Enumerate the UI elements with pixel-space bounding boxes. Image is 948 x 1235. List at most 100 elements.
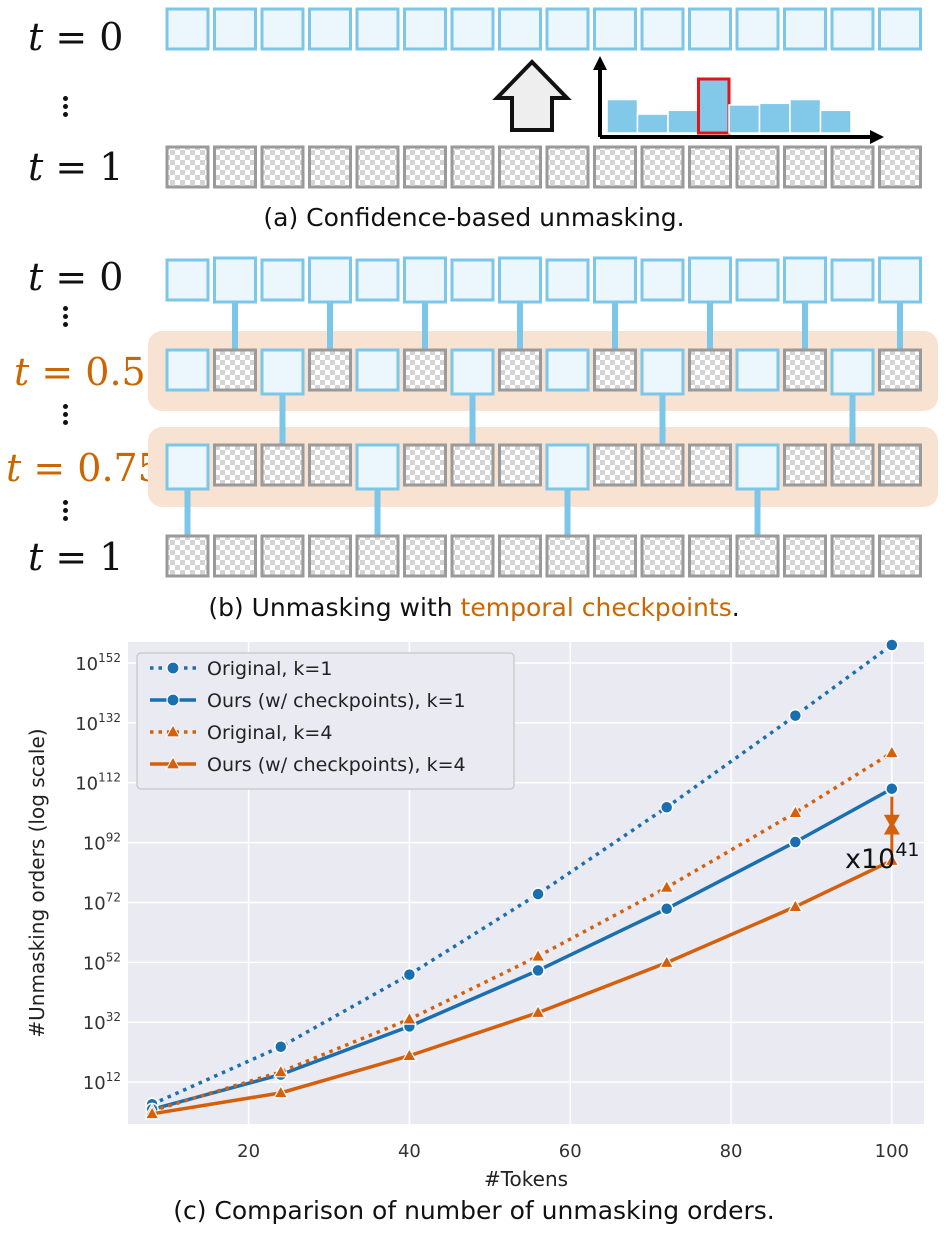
histogram-bar [636, 113, 669, 134]
series-line [150, 858, 894, 1116]
token-box-unmasked [640, 348, 685, 396]
token-box-masked [213, 348, 257, 392]
histogram-x-arrow-icon [870, 130, 884, 144]
legend-swatch-marker [165, 723, 181, 738]
data-point [145, 1097, 159, 1111]
token-box-unmasked [545, 258, 590, 302]
token-box-masked [688, 348, 732, 392]
data-point [145, 1102, 159, 1117]
token-box-unmasked [308, 7, 352, 51]
token-box-masked [308, 348, 352, 392]
data-point [659, 954, 675, 969]
data-point [402, 967, 417, 982]
token-box-masked [688, 145, 732, 189]
token-box-masked [450, 534, 495, 578]
y-tick-label: 10112 [75, 771, 121, 795]
data-point [788, 835, 803, 849]
token-box-masked [783, 145, 827, 189]
legend-entry-label: Original, k=4 [207, 722, 332, 744]
token-box-masked [783, 534, 827, 578]
y-tick-label: 10152 [75, 651, 121, 675]
data-point [274, 1067, 288, 1082]
connector-link [184, 487, 191, 536]
token-box-unmasked [355, 7, 400, 51]
series-line [151, 643, 893, 1106]
token-box-masked [593, 443, 637, 487]
connector-link [754, 487, 761, 536]
panel-b-label-t0: t = 0 [28, 255, 124, 299]
token-box-masked [403, 348, 447, 392]
token-box-unmasked [260, 258, 305, 302]
y-tick-label: 1092 [83, 831, 121, 855]
connector-link [802, 300, 808, 350]
data-point [788, 708, 803, 723]
panel-b-caption-suffix: . [731, 593, 740, 622]
token-box-masked [688, 443, 732, 487]
token-box-masked [830, 145, 875, 189]
series-line [150, 786, 894, 1112]
token-box-unmasked [735, 7, 780, 51]
token-box-masked [593, 348, 637, 392]
token-box-masked [403, 443, 447, 487]
panel-b-caption-highlight: temporal checkpoints [460, 593, 732, 622]
token-box-unmasked [688, 7, 732, 51]
data-point [787, 898, 804, 913]
legend-entry-label: Ours (w/ checkpoints), k=4 [207, 754, 466, 776]
arrow-up-icon [883, 820, 900, 835]
data-point [530, 1004, 546, 1019]
panel-b-label-t075: t = 0.75 [6, 446, 162, 490]
token-box-masked [735, 145, 780, 189]
x-tick-label: 20 [237, 1141, 260, 1162]
token-box-masked [593, 145, 637, 189]
token-box-masked [688, 534, 732, 578]
connector-link [469, 392, 476, 445]
token-box-masked [308, 534, 352, 578]
token-box-masked [165, 145, 210, 189]
token-box-masked [308, 443, 352, 487]
data-point [531, 963, 545, 978]
y-tick-label: 1032 [83, 1010, 121, 1034]
chart-caption: (c) Comparison of number of unmasking or… [173, 1196, 775, 1225]
token-box-masked [783, 348, 827, 392]
y-tick-label: 1012 [83, 1070, 121, 1094]
histogram-bar [758, 102, 791, 134]
data-point [659, 901, 674, 916]
token-box-masked [735, 534, 780, 578]
token-box-unmasked [165, 443, 210, 491]
legend-entry-label: Original, k=1 [207, 658, 332, 680]
legend-swatch-marker [166, 693, 180, 707]
panel-a-caption: (a) Confidence-based unmasking. [263, 203, 685, 232]
connector-link [232, 300, 238, 350]
x-tick-label: 100 [875, 1141, 909, 1162]
panel-b-caption-prefix: (b) Unmasking with [208, 593, 461, 622]
token-box-masked [498, 534, 542, 578]
token-box-unmasked [830, 348, 875, 396]
token-box-unmasked [355, 348, 400, 392]
panel-b-caption: (b) Unmasking with temporal checkpoints. [0, 595, 948, 620]
token-box-masked [498, 145, 542, 189]
plot-area [128, 642, 924, 1124]
data-point [144, 1105, 160, 1120]
y-tick-label: 1052 [83, 950, 121, 974]
token-box-masked [878, 145, 922, 189]
data-point [273, 1063, 289, 1078]
token-box-masked [403, 534, 447, 578]
histogram-bar [606, 98, 639, 134]
panel-b-label-t1: t = 1 [28, 535, 124, 579]
connector-link [517, 300, 523, 350]
data-point [144, 1102, 160, 1117]
token-box-masked [450, 443, 495, 487]
token-box-masked [640, 443, 685, 487]
annotation-label: x1041 [845, 839, 920, 875]
token-box-masked [545, 145, 590, 189]
connector-link [659, 392, 666, 445]
data-point [273, 1084, 289, 1099]
token-box-unmasked [213, 7, 257, 51]
connector-link [612, 300, 618, 350]
token-box-masked [308, 145, 352, 189]
token-box-unmasked [783, 256, 827, 304]
connector-link [849, 392, 856, 445]
token-box-unmasked [688, 256, 732, 304]
token-box-unmasked [878, 7, 922, 51]
up-arrow-icon [492, 59, 572, 132]
